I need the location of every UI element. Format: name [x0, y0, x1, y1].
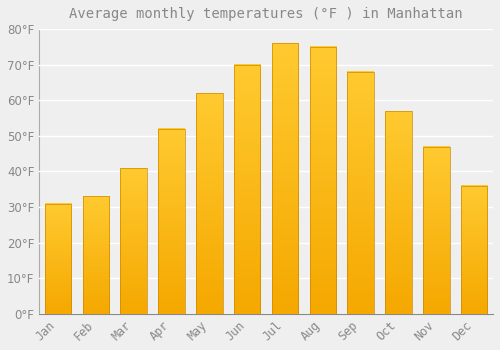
Title: Average monthly temperatures (°F ) in Manhattan: Average monthly temperatures (°F ) in Ma… — [70, 7, 463, 21]
Bar — [120, 168, 147, 314]
Bar — [272, 43, 298, 314]
Bar — [234, 65, 260, 314]
Bar — [348, 72, 374, 314]
Bar — [82, 196, 109, 314]
Bar — [310, 47, 336, 314]
Bar — [423, 147, 450, 314]
Bar — [461, 186, 487, 314]
Bar — [196, 93, 222, 314]
Bar — [158, 129, 185, 314]
Bar — [386, 111, 411, 314]
Bar — [45, 203, 72, 314]
